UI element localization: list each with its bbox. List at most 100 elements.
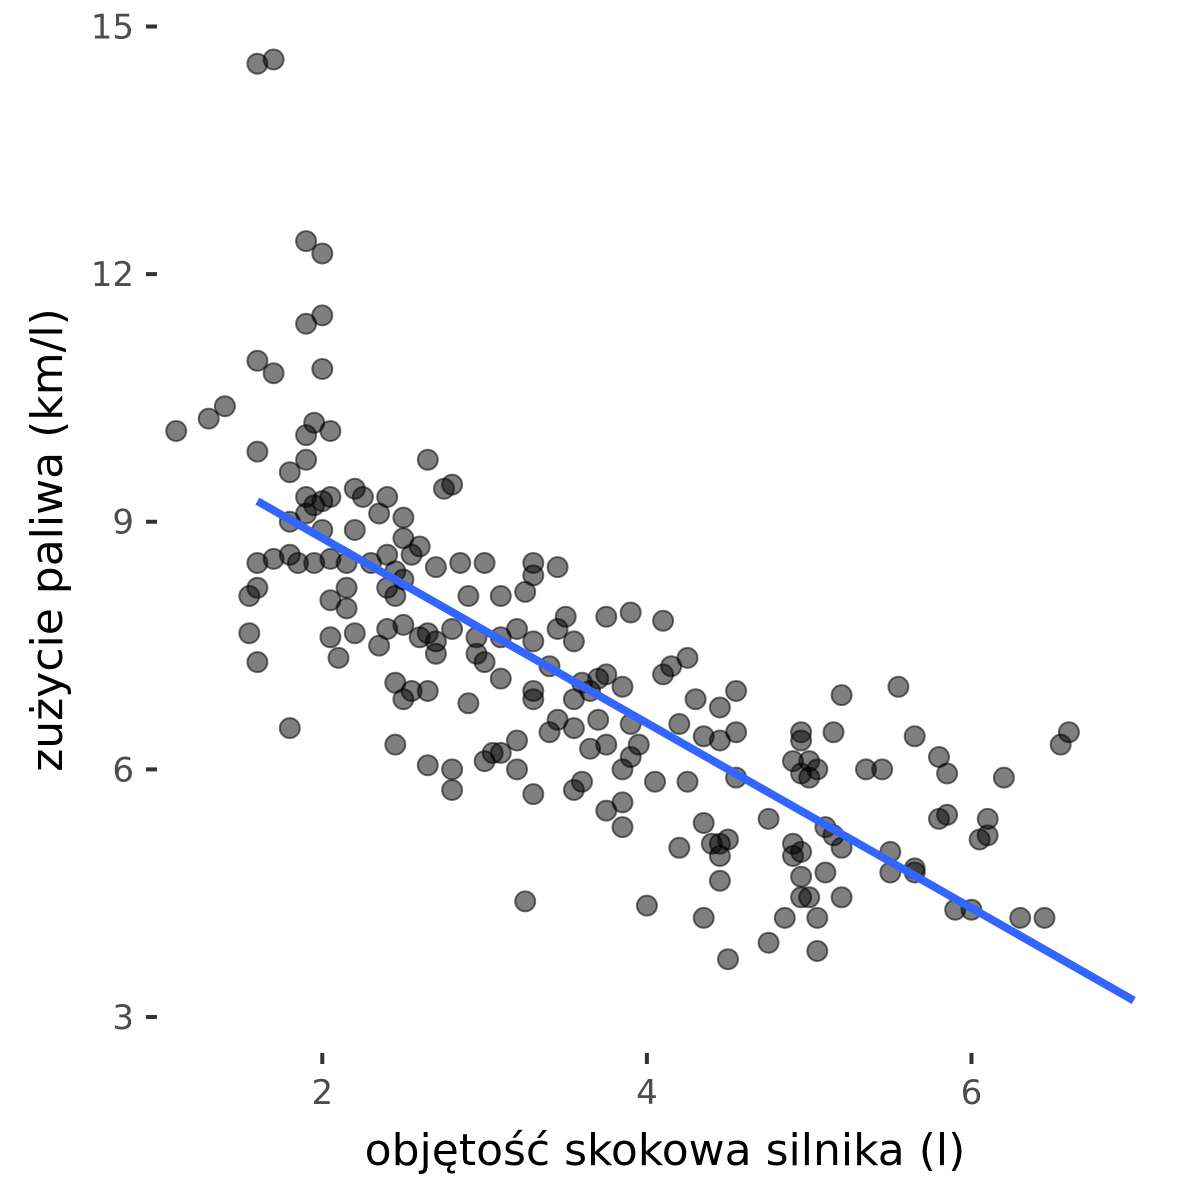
data-point xyxy=(595,733,618,756)
data-point xyxy=(644,770,666,793)
y-tick-label: 6 xyxy=(112,750,134,790)
data-point xyxy=(165,420,188,442)
trend-line xyxy=(255,497,1136,1004)
data-point xyxy=(725,721,748,744)
trend-line-layer xyxy=(255,497,1136,1004)
data-point xyxy=(708,869,731,892)
data-point xyxy=(278,717,301,740)
data-point xyxy=(611,675,634,698)
data-point xyxy=(311,358,334,380)
data-point xyxy=(319,420,342,442)
data-point xyxy=(213,395,236,418)
x-axis-title: objętość skokowa silnika (l) xyxy=(365,1125,966,1176)
data-point xyxy=(790,865,813,888)
data-point xyxy=(514,580,537,603)
data-point xyxy=(668,836,691,859)
data-point xyxy=(814,861,837,884)
data-point xyxy=(790,840,813,863)
data-point xyxy=(343,622,366,645)
data-point xyxy=(506,758,528,781)
data-point xyxy=(822,721,845,744)
data-point xyxy=(343,519,366,541)
data-point xyxy=(246,440,269,463)
data-point xyxy=(295,502,318,525)
data-point xyxy=(806,940,829,962)
y-axis-title: zużycie paliwa (km/l) xyxy=(22,308,73,772)
data-point xyxy=(262,48,285,71)
data-point xyxy=(692,906,715,929)
data-point xyxy=(351,486,374,508)
data-point xyxy=(635,894,658,917)
data-points xyxy=(165,48,1080,971)
data-point xyxy=(424,642,447,665)
data-point xyxy=(441,758,464,781)
y-tick-label: 15 xyxy=(91,8,134,48)
x-tick-label: 2 xyxy=(311,1073,333,1113)
data-point xyxy=(238,622,261,645)
data-point xyxy=(806,906,829,929)
data-point xyxy=(871,758,894,781)
data-point xyxy=(522,688,545,711)
data-point xyxy=(473,552,496,574)
data-point xyxy=(757,807,780,830)
y-tick-label: 9 xyxy=(112,503,134,543)
data-point xyxy=(197,407,220,430)
data-point xyxy=(335,597,358,620)
data-point xyxy=(717,948,739,971)
data-point xyxy=(676,646,699,669)
data-point xyxy=(506,618,528,640)
data-point xyxy=(798,886,821,909)
data-point xyxy=(335,576,358,599)
x-tick-label: 4 xyxy=(636,1073,658,1113)
data-point xyxy=(595,605,618,628)
data-point xyxy=(562,779,585,801)
data-point xyxy=(1033,906,1056,929)
data-point xyxy=(424,556,447,579)
data-point xyxy=(392,688,415,711)
data-point xyxy=(319,626,342,649)
data-point xyxy=(246,651,269,674)
data-point xyxy=(546,556,569,579)
data-point xyxy=(457,692,480,715)
x-tick-label: 6 xyxy=(961,1073,983,1113)
data-point xyxy=(708,845,731,867)
data-point xyxy=(676,770,699,793)
data-point xyxy=(830,886,853,909)
data-point xyxy=(311,304,334,327)
data-point xyxy=(384,733,407,756)
data-point xyxy=(295,448,318,471)
data-point xyxy=(262,362,285,385)
data-point xyxy=(416,448,439,471)
data-point xyxy=(408,535,431,558)
data-point xyxy=(295,230,318,253)
data-point xyxy=(992,766,1015,789)
data-point xyxy=(416,754,439,777)
y-tick-label: 12 xyxy=(91,255,134,295)
data-point xyxy=(692,812,715,834)
data-point xyxy=(611,791,634,814)
data-point xyxy=(416,680,439,702)
data-point xyxy=(489,585,512,607)
data-point xyxy=(627,733,650,756)
data-point xyxy=(611,816,634,839)
data-point xyxy=(652,609,675,632)
data-point xyxy=(1009,906,1032,929)
data-point xyxy=(522,783,545,806)
data-point xyxy=(246,349,269,372)
y-axis: 3 6 9 12 15 xyxy=(91,8,157,1038)
data-point xyxy=(489,667,512,690)
data-point xyxy=(830,684,853,707)
data-point xyxy=(392,506,415,529)
data-point xyxy=(619,601,642,624)
data-point xyxy=(562,630,585,653)
data-point xyxy=(976,807,999,830)
data-point xyxy=(936,803,959,826)
data-point xyxy=(319,486,342,508)
data-point xyxy=(457,585,480,607)
x-axis: 2 4 6 xyxy=(311,1053,982,1113)
data-point xyxy=(473,750,496,773)
data-point xyxy=(611,758,634,781)
data-point xyxy=(449,552,472,574)
data-point xyxy=(725,680,748,702)
data-point xyxy=(311,242,334,265)
